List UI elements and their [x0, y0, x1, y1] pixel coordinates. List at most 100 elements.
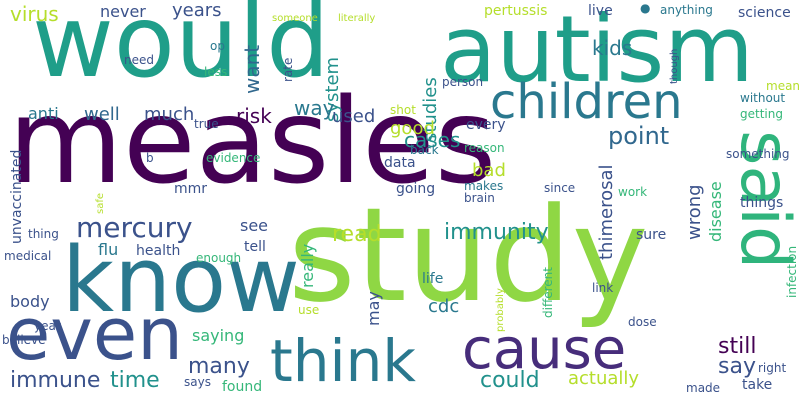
word-science: science	[738, 5, 791, 21]
word-getting: getting	[740, 107, 783, 121]
word-actually: actually	[568, 368, 640, 389]
word-risk: risk	[236, 104, 272, 128]
word-cases: cases	[404, 128, 461, 152]
word-mmr: mmr	[174, 181, 208, 197]
word-true: true	[194, 117, 219, 131]
word-evidence: evidence	[206, 151, 261, 165]
word-body: body	[10, 292, 50, 311]
word-study: study	[288, 179, 649, 331]
word-b: b	[146, 151, 154, 165]
word-way: way	[294, 96, 335, 120]
word-found: found	[222, 379, 263, 395]
word-cause: cause	[462, 317, 627, 382]
word-believe: believe	[2, 333, 46, 347]
word-literally: literally	[338, 13, 376, 24]
word-back: back	[410, 143, 439, 157]
word-without: without	[740, 91, 786, 105]
word-disease: disease	[706, 181, 725, 242]
word-bad: bad	[472, 160, 506, 181]
word-know: know	[62, 228, 300, 333]
word-different: different	[541, 267, 555, 318]
word-work: work	[618, 185, 648, 199]
word-live: live	[588, 3, 613, 19]
word-made: made	[686, 381, 721, 395]
word-something: something	[726, 147, 790, 161]
word-good: good	[390, 118, 435, 139]
word-say: say	[718, 354, 756, 379]
word-reason: reason	[464, 141, 505, 155]
word-would: would	[32, 0, 330, 100]
word-mercury: mercury	[76, 211, 193, 244]
word-though: though	[669, 48, 680, 84]
word-well: well	[84, 104, 120, 125]
word-said: said	[725, 130, 800, 270]
word-see: see	[240, 216, 269, 235]
word-probably: probably	[495, 288, 506, 332]
word-dose: dose	[628, 315, 657, 329]
word-mean: mean	[766, 79, 800, 93]
word-immune: immune	[10, 368, 101, 393]
word-could: could	[480, 368, 540, 393]
word-read: read	[332, 222, 382, 247]
word-children: children	[490, 74, 683, 130]
word-take: take	[742, 377, 773, 393]
word-tell: tell	[244, 239, 266, 255]
word-person: person	[442, 75, 484, 89]
word-even: even	[6, 292, 183, 376]
word-flu: flu	[98, 240, 119, 259]
word-many: many	[188, 354, 250, 379]
word-years: years	[172, 0, 222, 21]
word-enough: enough	[196, 251, 242, 265]
word-pertussis: pertussis	[484, 3, 548, 19]
word-still: still	[718, 334, 757, 359]
word-going: going	[396, 181, 436, 197]
word-someone: someone	[272, 13, 318, 24]
word-infection: infection	[785, 245, 799, 298]
word-point: point	[608, 122, 670, 150]
word-need: need	[124, 53, 154, 67]
word-sure: sure	[636, 227, 667, 243]
word-rate: rate	[281, 57, 295, 82]
word-since: since	[544, 181, 576, 195]
word-data: data	[384, 155, 416, 171]
word-link: link	[592, 281, 614, 295]
word-makes: makes	[464, 179, 504, 193]
word-health: health	[136, 243, 181, 259]
word-virus: virus	[10, 2, 59, 26]
word-safe: safe	[95, 192, 106, 214]
word-used: used	[332, 106, 376, 127]
word-year: year	[34, 319, 61, 333]
word-measles: measles	[8, 72, 497, 210]
word-may: may	[364, 291, 383, 326]
word-saying: saying	[192, 326, 245, 345]
word-things: things	[740, 195, 784, 211]
word-wrong: wrong	[684, 184, 705, 240]
word-want: want	[240, 44, 264, 94]
word-every: every	[466, 117, 506, 133]
word-cdc: cdc	[428, 296, 460, 317]
word-use: use	[298, 303, 320, 317]
word-autism: autism	[440, 0, 754, 103]
word-says: says	[184, 375, 211, 389]
word-much: much	[144, 104, 195, 125]
word-shot: shot	[390, 103, 416, 117]
word-anything: anything	[660, 3, 713, 17]
word-anti: anti	[28, 104, 59, 123]
word-time: time	[110, 368, 160, 393]
word-brain: brain	[464, 191, 495, 205]
word-life: life	[422, 271, 444, 287]
word-less: less	[204, 65, 228, 79]
word-think: think	[270, 327, 416, 395]
word-thing: thing	[28, 227, 59, 241]
word-really: really	[298, 243, 317, 288]
word-right: right	[758, 361, 787, 375]
word-medical: medical	[4, 249, 52, 263]
word-immunity: immunity	[444, 220, 549, 245]
word-kids: kids	[592, 36, 633, 60]
word-dot: ●	[640, 1, 651, 15]
word-op: op	[210, 39, 225, 53]
word-never: never	[100, 2, 146, 21]
word-unvaccinated: unvaccinated	[9, 149, 25, 244]
word-thimerosal: thimerosal	[596, 164, 617, 260]
